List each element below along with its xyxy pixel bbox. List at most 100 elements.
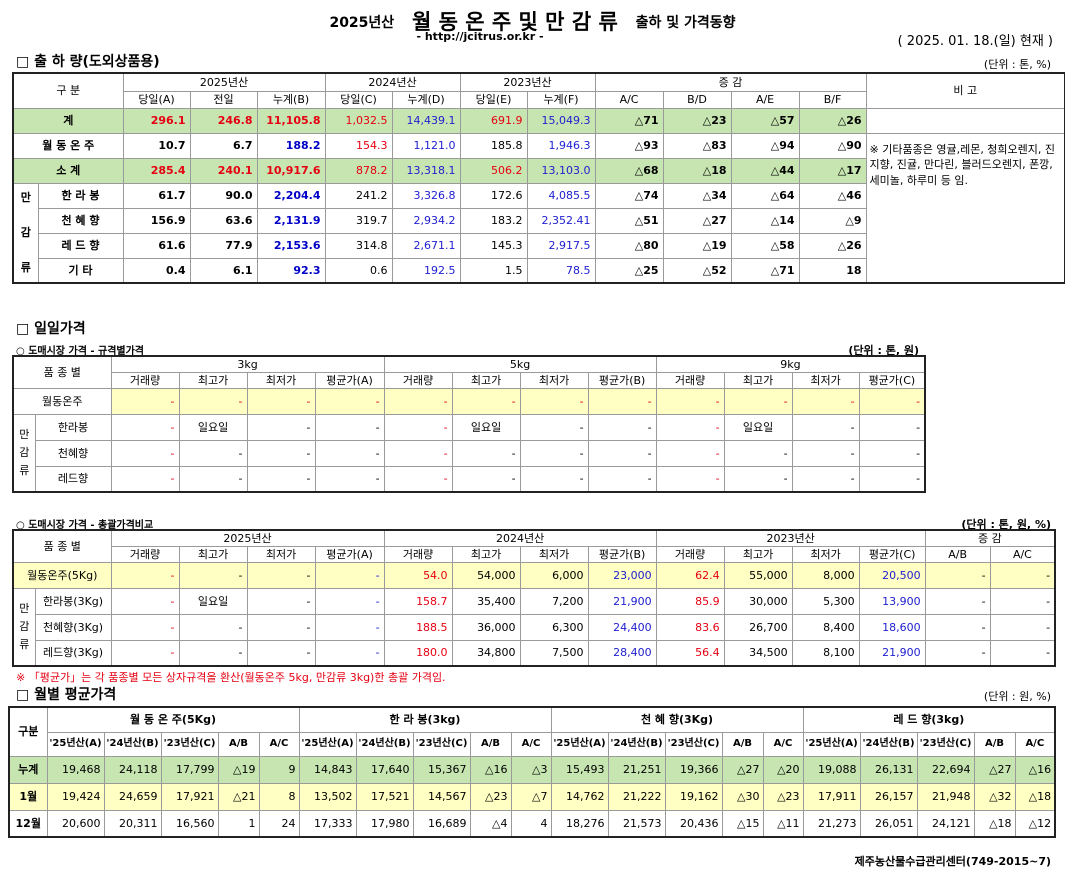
cell-value: - bbox=[924, 587, 991, 615]
row-label: 천혜향(3Kg) bbox=[34, 613, 112, 641]
cell-value: - bbox=[110, 387, 180, 415]
row-label: 월동온주 bbox=[12, 387, 112, 415]
cell-value: △11 bbox=[762, 809, 804, 838]
cell-value: - bbox=[723, 439, 793, 467]
cell-value: 7,200 bbox=[519, 587, 589, 615]
cell-value: △18 bbox=[1014, 782, 1056, 811]
cell-value: 21,900 bbox=[587, 587, 657, 615]
title-main: 월 동 온 주 및 만 감 류 bbox=[412, 10, 618, 34]
shipment-unit: (단위 : 톤, %) bbox=[983, 58, 1051, 71]
cell-value: 5,300 bbox=[791, 587, 860, 615]
table-row: 1월 19,424 24,659 17,921 △21 8 13,502 17,521 14,5… bbox=[8, 782, 1056, 811]
cell-value: - bbox=[791, 387, 860, 415]
cell-value: 17,980 bbox=[355, 809, 414, 838]
cell-value: △3 bbox=[510, 755, 552, 784]
cell-value: 21,222 bbox=[607, 782, 666, 811]
cell-value: △14 bbox=[730, 207, 800, 234]
cell-value: - bbox=[587, 439, 657, 467]
cell-value: 17,799 bbox=[160, 755, 219, 784]
cell-value: - bbox=[519, 465, 589, 493]
column-header: B/D bbox=[662, 90, 732, 109]
column-header: 평균가(A) bbox=[314, 371, 385, 389]
column-header: '24년산(B) bbox=[607, 731, 666, 757]
column-header: 전일 bbox=[189, 90, 258, 109]
cell-value: 7,500 bbox=[519, 639, 589, 667]
cell-value: 36,000 bbox=[451, 613, 521, 641]
cell-value: △17 bbox=[798, 157, 867, 184]
cell-value: 6,000 bbox=[519, 561, 589, 589]
cell-value: △90 bbox=[798, 132, 867, 159]
cell-value: △68 bbox=[594, 157, 664, 184]
cell-value: 19,366 bbox=[664, 755, 723, 784]
column-header: 최고가 bbox=[451, 545, 521, 563]
cell-value: 14,843 bbox=[298, 755, 357, 784]
cell-value: - bbox=[178, 613, 248, 641]
table-row: 레드향(3Kg) - - - -180.0 34,800 7,500 28,400 56.4 34… bbox=[13, 639, 1056, 667]
cell-value: 17,911 bbox=[802, 782, 861, 811]
cell-value: - bbox=[655, 439, 725, 467]
cell-value: - bbox=[587, 413, 657, 441]
cell-value: - bbox=[989, 613, 1056, 641]
column-header: '25년산(A) bbox=[550, 731, 609, 757]
cell-value: 17,333 bbox=[298, 809, 357, 838]
row-label: 한라봉(3Kg) bbox=[34, 587, 112, 615]
cell-value: 6,300 bbox=[519, 613, 589, 641]
row-label: 계 bbox=[12, 107, 124, 134]
cell-value: 241.2 bbox=[324, 182, 393, 209]
cell-value: △51 bbox=[594, 207, 664, 234]
cell-value: 296.1 bbox=[122, 107, 191, 134]
cell-value: △18 bbox=[973, 809, 1016, 838]
cell-value: 14,567 bbox=[412, 782, 471, 811]
cell-value: 185.8 bbox=[459, 132, 528, 159]
cell-value: △23 bbox=[762, 782, 804, 811]
cell-value: 15,367 bbox=[412, 755, 471, 784]
column-header: 평균가(B) bbox=[587, 545, 657, 563]
cell-value: 878.2 bbox=[324, 157, 393, 184]
cell-value: 158.7 bbox=[383, 587, 453, 615]
row-label: 레드향 bbox=[34, 465, 112, 493]
cell-value: - bbox=[989, 639, 1056, 667]
cell-value: 1 bbox=[217, 809, 260, 838]
cell-value: △57 bbox=[730, 107, 800, 134]
cell-value: 일요일 bbox=[723, 413, 793, 441]
cell-value: 24,659 bbox=[103, 782, 162, 811]
column-header: A/C bbox=[1014, 731, 1056, 757]
cell-value: - bbox=[110, 561, 180, 589]
cell-value: - bbox=[246, 387, 316, 415]
cell-value: 19,088 bbox=[802, 755, 861, 784]
summary-price-unit: (단위 : 톤, 원, %) bbox=[961, 518, 1051, 531]
cell-value: △27 bbox=[973, 755, 1016, 784]
cell-value: 85.9 bbox=[655, 587, 725, 615]
table-row: 월동온주 - - - - - - - - - - - - bbox=[12, 387, 926, 415]
cell-value: - bbox=[383, 465, 453, 493]
cell-value: - bbox=[110, 587, 180, 615]
cell-value: - bbox=[314, 413, 385, 441]
cell-value: - bbox=[791, 439, 860, 467]
column-header: A/B bbox=[721, 731, 764, 757]
cell-value: 61.6 bbox=[122, 232, 191, 259]
spec-price-unit: (단위 : 톤, 원) bbox=[848, 344, 919, 357]
cell-value: - bbox=[246, 639, 316, 667]
cell-value: △27 bbox=[662, 207, 732, 234]
column-header: 최저가 bbox=[519, 371, 589, 389]
column-header: 누계(D) bbox=[391, 90, 461, 109]
cell-value: △26 bbox=[798, 107, 867, 134]
header-5kg: 5kg bbox=[383, 355, 657, 373]
cell-value: 0.4 bbox=[122, 257, 191, 284]
cell-value: 0.6 bbox=[324, 257, 393, 284]
cell-value: △44 bbox=[730, 157, 800, 184]
table-row: 기 타 0.4 6.1 92.3 0.6 192.5 1.5 78.5 △25 △52 △71 18 bbox=[13, 257, 1065, 284]
cell-value: 18,276 bbox=[550, 809, 609, 838]
cell-value: - bbox=[314, 387, 385, 415]
cell-value: - bbox=[110, 413, 180, 441]
cell-value: 20,600 bbox=[46, 809, 105, 838]
group-header: 레 드 향(3kg) bbox=[802, 706, 1056, 733]
column-header: A/C bbox=[989, 545, 1056, 563]
cell-value: 21,573 bbox=[607, 809, 666, 838]
cell-value: - bbox=[314, 439, 385, 467]
cell-value: - bbox=[314, 465, 385, 493]
cell-value: 1.5 bbox=[459, 257, 528, 284]
cell-value: 19,424 bbox=[46, 782, 105, 811]
cell-value: - bbox=[655, 413, 725, 441]
